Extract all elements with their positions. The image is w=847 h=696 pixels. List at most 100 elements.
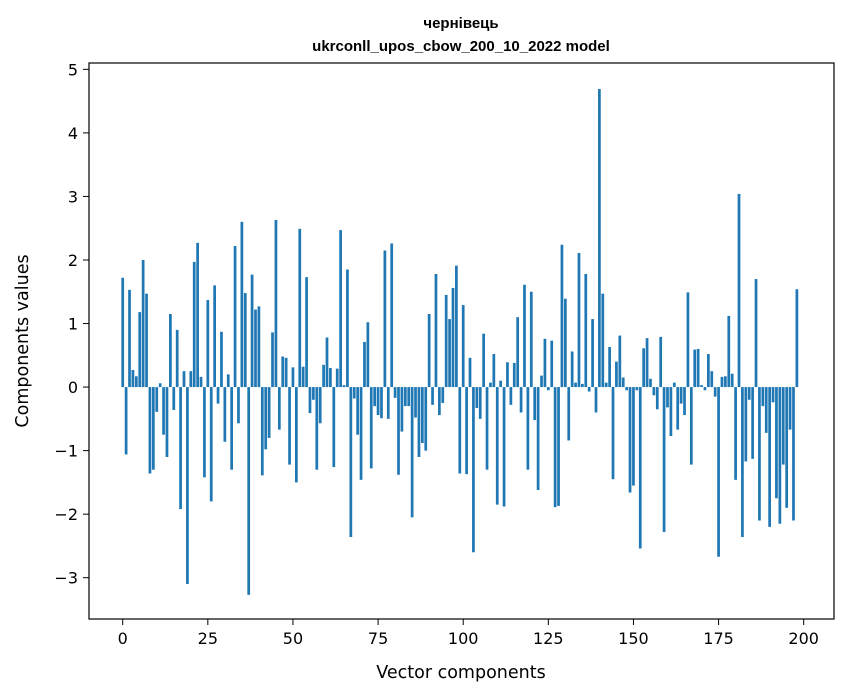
- bar: [376, 387, 380, 416]
- x-tick-label: 0: [118, 629, 128, 648]
- bar: [189, 371, 193, 388]
- bar: [284, 357, 288, 388]
- bar: [615, 361, 618, 388]
- bar: [492, 354, 496, 388]
- y-tick-label: 1: [68, 315, 78, 334]
- bar: [465, 387, 468, 475]
- bar: [703, 387, 707, 391]
- bar: [339, 230, 342, 388]
- bar: [529, 291, 533, 388]
- x-tick-label: 75: [368, 629, 388, 648]
- bar: [601, 293, 605, 388]
- bar: [468, 357, 472, 388]
- bar: [499, 380, 503, 388]
- bar: [414, 387, 417, 418]
- bar: [213, 285, 216, 388]
- bar: [533, 387, 537, 421]
- y-axis-ticks: −3 −2 −1 0 1 2 3 4 5: [54, 60, 89, 588]
- bar: [781, 387, 785, 465]
- bar: [438, 387, 441, 416]
- bar: [206, 300, 210, 388]
- bar: [397, 387, 400, 475]
- chart-subtitle: ukrconll_upos_cbow_200_10_2022 model: [312, 38, 610, 55]
- bar: [638, 387, 642, 549]
- bar: [257, 306, 261, 388]
- bar: [121, 277, 125, 388]
- bar: [672, 382, 676, 388]
- bar: [356, 387, 360, 435]
- bar: [679, 387, 683, 404]
- bar: [686, 292, 690, 388]
- x-tick-label: 50: [283, 629, 303, 648]
- bar: [298, 228, 302, 388]
- bar: [441, 387, 445, 403]
- bar: [764, 387, 768, 433]
- bar: [366, 322, 370, 388]
- bar: [632, 387, 635, 486]
- bar: [151, 387, 155, 470]
- bar: [322, 364, 325, 388]
- x-tick-label: 175: [703, 629, 734, 648]
- bar: [788, 387, 792, 430]
- y-tick-label: −3: [54, 569, 78, 588]
- bar: [274, 219, 278, 388]
- bar: [220, 331, 223, 388]
- bar: [308, 387, 312, 414]
- bar: [407, 387, 411, 407]
- bar: [785, 387, 789, 508]
- bar: [169, 313, 172, 388]
- y-tick-label: 2: [68, 251, 78, 270]
- bar: [359, 387, 363, 480]
- bar: [502, 387, 506, 507]
- bar: [669, 387, 673, 436]
- bar: [683, 387, 686, 416]
- bar: [560, 244, 564, 388]
- bar: [730, 373, 734, 388]
- bar: [363, 341, 366, 388]
- bar: [131, 369, 135, 388]
- bar: [386, 387, 390, 419]
- bar: [444, 294, 448, 388]
- bar: [134, 376, 138, 388]
- bar: [240, 221, 244, 388]
- bar: [141, 259, 145, 388]
- bar: [666, 387, 669, 408]
- bar: [553, 387, 557, 508]
- bar: [516, 317, 520, 388]
- bar: [693, 349, 697, 388]
- bar: [145, 293, 148, 388]
- bar: [795, 289, 799, 388]
- bar: [546, 387, 550, 391]
- bar: [250, 274, 254, 388]
- chart-title: чернівець: [423, 15, 498, 32]
- bar: [148, 387, 152, 474]
- bar: [461, 305, 465, 388]
- bar: [203, 387, 206, 478]
- bar: [352, 387, 356, 399]
- bar: [281, 356, 285, 388]
- bar: [536, 387, 540, 491]
- bar: [543, 338, 547, 388]
- bar: [618, 335, 622, 388]
- bar: [761, 387, 765, 407]
- y-axis-label: Components values: [13, 254, 33, 427]
- bar: [713, 387, 717, 397]
- bar: [271, 332, 274, 388]
- bar: [288, 387, 291, 465]
- bar: [628, 387, 632, 493]
- bar: [325, 337, 329, 388]
- bar: [260, 387, 264, 476]
- x-tick-label: 25: [198, 629, 218, 648]
- bar: [506, 362, 509, 388]
- bar: [209, 387, 213, 502]
- bar: [604, 382, 608, 388]
- bar: [329, 368, 332, 388]
- bar: [400, 387, 404, 432]
- y-tick-label: −2: [54, 505, 78, 524]
- bar: [482, 333, 485, 388]
- x-axis-ticks: 0 25 50 75 100 125 150 175 200: [118, 619, 819, 648]
- x-tick-label: 100: [448, 629, 479, 648]
- bar: [380, 387, 383, 419]
- bar: [724, 376, 727, 388]
- bar: [448, 319, 451, 388]
